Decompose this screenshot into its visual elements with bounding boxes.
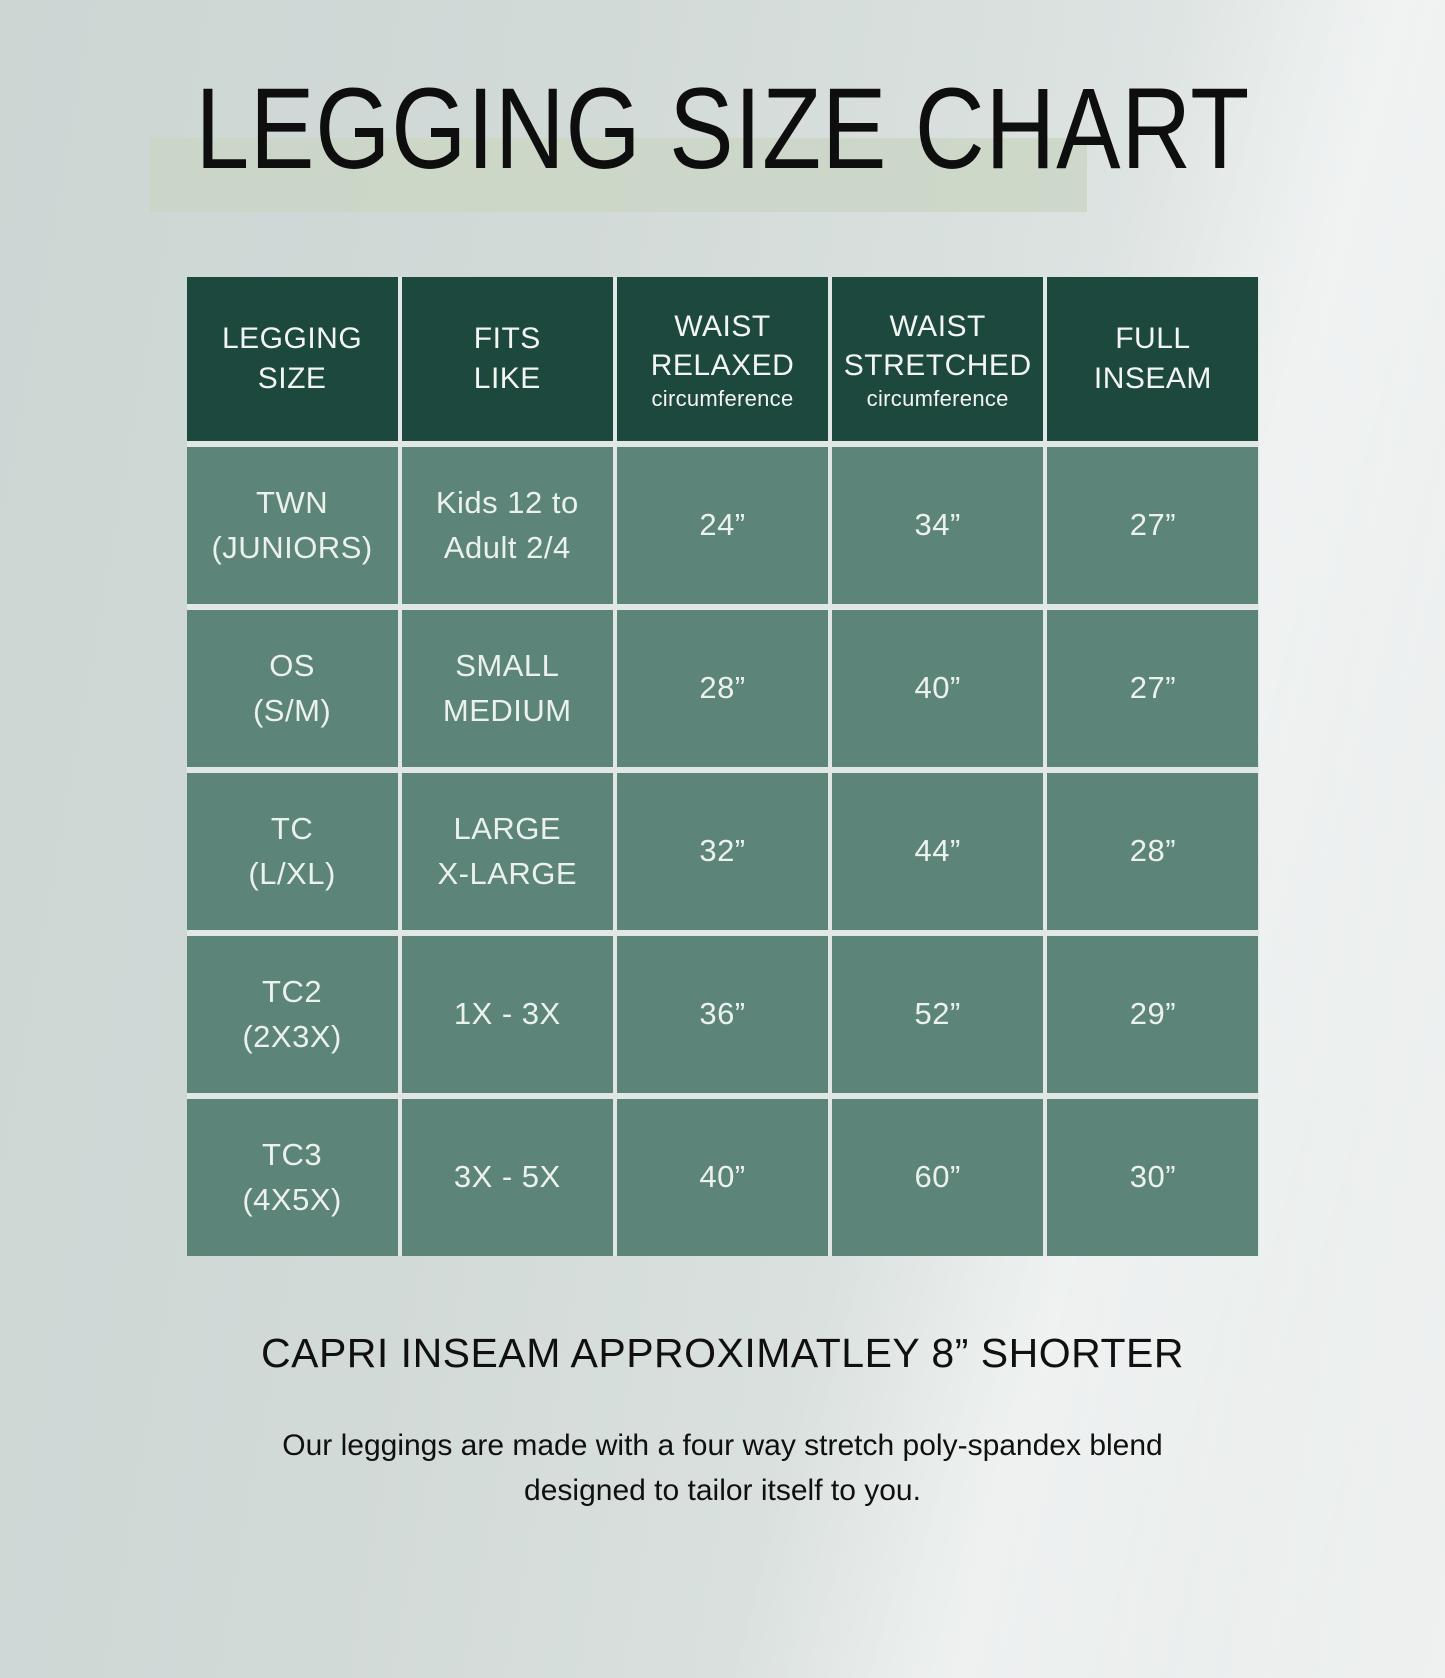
- title-highlight-band: [150, 138, 1087, 212]
- cell-os-full-inseam: 27”: [1047, 610, 1259, 767]
- cell-tc2-fits-like: 1X - 3X: [401, 936, 613, 1093]
- column-header-label: WAIST STRETCHED: [843, 309, 1032, 383]
- cell-tc-waist-relaxed: 32”: [616, 773, 829, 930]
- cell-os-fits-like: SMALL MEDIUM: [401, 610, 613, 767]
- cell-tc2-size: TC2 (2X3X): [186, 936, 398, 1093]
- cell-tc-size: TC (L/XL): [186, 773, 398, 930]
- column-header-legging-size: LEGGING SIZE: [186, 277, 398, 441]
- cell-os-waist-stretched: 40”: [832, 610, 1044, 767]
- column-header-subtitle: circumference: [651, 385, 794, 411]
- cell-tc2-waist-stretched: 52”: [832, 936, 1044, 1093]
- column-header-full-inseam: FULL INSEAM: [1047, 277, 1259, 441]
- title-area: LEGGING SIZE CHART: [0, 0, 1445, 212]
- cell-twn-fits-like: Kids 12 to Adult 2/4: [401, 447, 613, 604]
- column-header-label: FITS LIKE: [473, 322, 541, 395]
- page-title: LEGGING SIZE CHART: [195, 65, 1250, 193]
- column-header-waist-relaxed: WAIST RELAXED circumference: [616, 277, 829, 441]
- cell-twn-waist-stretched: 34”: [832, 447, 1044, 604]
- cell-tc2-full-inseam: 29”: [1047, 936, 1259, 1093]
- cell-tc3-waist-stretched: 60”: [832, 1099, 1044, 1256]
- column-header-fits-like: FITS LIKE: [401, 277, 613, 441]
- cell-tc-fits-like: LARGE X-LARGE: [401, 773, 613, 930]
- cell-tc-full-inseam: 28”: [1047, 773, 1259, 930]
- column-header-subtitle: circumference: [866, 385, 1009, 411]
- column-header-label: WAIST RELAXED: [650, 309, 795, 383]
- cell-os-waist-relaxed: 28”: [616, 610, 829, 767]
- cell-tc2-waist-relaxed: 36”: [616, 936, 829, 1093]
- cell-os-size: OS (S/M): [186, 610, 398, 767]
- column-header-label: FULL INSEAM: [1093, 322, 1212, 395]
- cell-twn-full-inseam: 27”: [1047, 447, 1259, 604]
- cell-tc3-fits-like: 3X - 5X: [401, 1099, 613, 1256]
- cell-twn-waist-relaxed: 24”: [616, 447, 829, 604]
- cell-tc3-full-inseam: 30”: [1047, 1099, 1259, 1256]
- size-chart-table: LEGGING SIZE FITS LIKE WAIST RELAXED cir…: [186, 277, 1259, 1256]
- cell-twn-size: TWN (JUNIORS): [186, 447, 398, 604]
- cell-tc3-size: TC3 (4X5X): [186, 1099, 398, 1256]
- column-header-label: LEGGING SIZE: [221, 322, 363, 395]
- column-header-waist-stretched: WAIST STRETCHED circumference: [832, 277, 1044, 441]
- capri-inseam-note: CAPRI INSEAM APPROXIMATLEY 8” SHORTER: [260, 1330, 1184, 1376]
- cell-tc-waist-stretched: 44”: [832, 773, 1044, 930]
- cell-tc3-waist-relaxed: 40”: [616, 1099, 829, 1256]
- fabric-description: Our leggings are made with a four way st…: [282, 1429, 1163, 1507]
